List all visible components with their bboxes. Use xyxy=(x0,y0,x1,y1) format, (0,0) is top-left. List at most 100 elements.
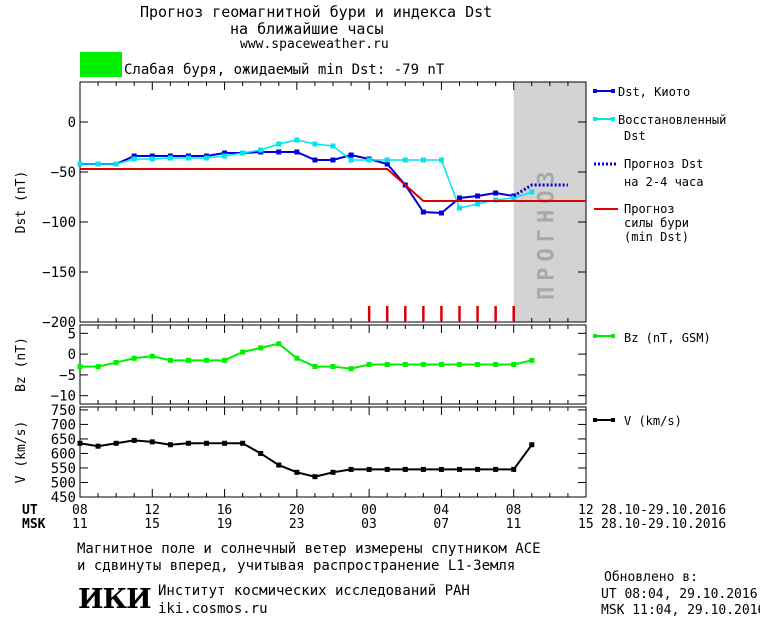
data-point xyxy=(204,440,209,446)
site-link[interactable]: www.spaceweather.ru xyxy=(240,37,389,52)
panel-0: ПРОГНОЗ 0 −50 −100 −150 −200 Dst (nT) xyxy=(14,81,587,331)
data-point xyxy=(222,440,228,446)
data-point xyxy=(493,190,499,196)
y-tick-label: −10 xyxy=(51,389,76,405)
data-point xyxy=(167,357,173,363)
y-tick-label: 650 xyxy=(51,432,76,448)
y-tick-label: −100 xyxy=(42,215,76,231)
legend-storm-label-1: Прогноз xyxy=(624,202,675,216)
data-point xyxy=(258,450,264,456)
geomagnetic-chart: ПРОГНОЗ 0 −50 −100 −150 −200 Dst (nT) 5 0 −5 −10 Bz… xyxy=(14,81,587,506)
time-tick-label: 12 xyxy=(578,503,594,518)
data-point xyxy=(348,157,354,163)
data-point xyxy=(402,362,408,367)
data-point xyxy=(113,440,119,446)
data-point xyxy=(312,474,318,480)
data-point xyxy=(294,137,300,143)
time-tick-label: 11 xyxy=(72,517,88,532)
data-point xyxy=(457,362,462,367)
time-tick-label: 04 xyxy=(433,503,450,518)
data-point xyxy=(366,362,372,367)
storm-status-text: Слабая буря, ожидаемый min Dst: -79 nT xyxy=(124,62,445,78)
data-point xyxy=(312,364,318,370)
time-tick-label: 23 xyxy=(288,517,305,532)
time-tick-label: 07 xyxy=(433,517,450,532)
legend-restored-label-2: Dst xyxy=(624,129,646,143)
data-point xyxy=(167,155,173,161)
chart-title-line2: на ближайшие часы xyxy=(230,20,384,38)
data-point xyxy=(438,157,444,163)
time-tick-label: 08 xyxy=(72,503,88,518)
institute-site[interactable]: iki.cosmos.ru xyxy=(158,601,268,617)
y-tick-label: 0 xyxy=(68,347,76,363)
data-point xyxy=(95,161,101,167)
y-tick-label: −150 xyxy=(42,265,76,281)
y-tick-label: −5 xyxy=(59,368,76,384)
data-point xyxy=(77,440,83,446)
data-point xyxy=(420,466,426,472)
data-point xyxy=(312,141,318,147)
data-point xyxy=(366,466,372,472)
legend-v-marker xyxy=(593,418,597,422)
data-point xyxy=(493,466,499,472)
data-point xyxy=(384,466,390,472)
data-point xyxy=(330,143,336,149)
time-tick-label: 20 xyxy=(288,503,305,518)
y-tick-label: 450 xyxy=(51,490,76,506)
data-point xyxy=(475,362,481,367)
series-line xyxy=(80,168,586,202)
data-point xyxy=(475,193,481,199)
data-point xyxy=(493,362,499,367)
data-point xyxy=(204,357,209,363)
data-point xyxy=(222,153,228,159)
legend-v-label: V (km/s) xyxy=(624,414,682,428)
y-tick-label: 0 xyxy=(68,115,76,131)
legend-storm-label-2: силы бури xyxy=(624,216,689,230)
series-line xyxy=(80,151,514,215)
data-point xyxy=(222,357,228,363)
y-tick-label: 750 xyxy=(51,403,76,419)
time-tick-label: 11 xyxy=(505,517,522,532)
data-point xyxy=(294,149,300,155)
y-tick-label: 550 xyxy=(51,461,76,477)
forecast-band-label: ПРОГНОЗ xyxy=(535,165,560,300)
data-point xyxy=(420,157,426,163)
chart-title-line1: Прогноз геомагнитной бури и индекса Dst xyxy=(140,3,493,21)
series-line xyxy=(79,439,533,478)
y-tick-label: −200 xyxy=(42,315,76,331)
data-point xyxy=(95,364,101,370)
data-point xyxy=(149,439,155,445)
legend-bz-marker xyxy=(611,334,615,338)
y-tick-label: −50 xyxy=(51,165,76,181)
data-point xyxy=(131,437,137,443)
data-point xyxy=(185,440,191,446)
data-point xyxy=(511,195,517,201)
data-point xyxy=(276,149,282,155)
data-point xyxy=(294,469,300,475)
data-point xyxy=(276,141,282,147)
data-point xyxy=(438,362,444,367)
data-point xyxy=(185,357,191,363)
data-point xyxy=(131,153,137,159)
legend-dst-kyoto-marker xyxy=(611,89,615,93)
data-point xyxy=(511,362,517,367)
legend-dst-kyoto-marker xyxy=(593,89,597,93)
data-point xyxy=(95,443,101,449)
data-point xyxy=(294,355,300,361)
data-point xyxy=(420,362,426,367)
y-tick-label: 600 xyxy=(51,446,76,462)
iki-logo: ИКИ xyxy=(78,584,152,615)
legend-storm: Прогноз силы бури (min Dst) xyxy=(594,202,689,244)
time-tick-label: 08 xyxy=(505,503,522,518)
legend-restored-marker xyxy=(593,117,597,121)
y-tick-label: 500 xyxy=(51,475,76,491)
time-tick-label: 12 xyxy=(144,503,160,518)
legend-bz: Bz (nT, GSM) xyxy=(593,331,711,345)
data-point xyxy=(276,341,282,347)
time-tick-label: 03 xyxy=(361,517,377,532)
data-point xyxy=(131,156,137,162)
institute-name: Институт космических исследований РАН xyxy=(158,583,470,599)
data-point xyxy=(475,466,481,472)
y-tick-label: 5 xyxy=(68,326,76,342)
legend-restored-label-1: Восстановленный xyxy=(618,113,726,127)
